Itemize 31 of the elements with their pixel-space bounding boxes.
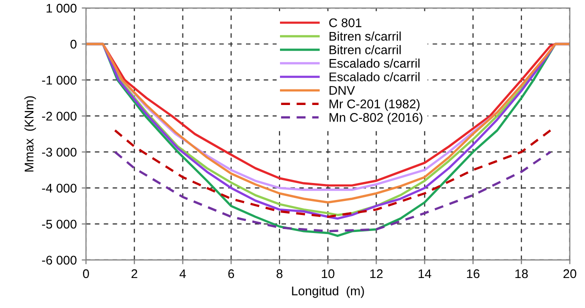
legend-label: Bitren s/carril (330, 32, 401, 41)
line-series (114, 150, 552, 232)
x-tick-label: 10 (322, 269, 334, 278)
y-tick-label: -6 000 (42, 256, 76, 265)
x-tick-label: 20 (563, 269, 576, 278)
x-tick-label: 4 (180, 269, 186, 278)
y-tick-label: -3 000 (42, 148, 76, 157)
y-axis-title: Mmax (KNm) (24, 96, 36, 172)
line-series (114, 129, 552, 218)
legend-label: DNV (330, 86, 355, 95)
x-tick-label: 16 (467, 269, 480, 278)
x-tick-label: 8 (276, 269, 282, 278)
y-tick-label: 0 (70, 40, 76, 49)
y-tick-label: -4 000 (42, 184, 76, 193)
x-tick-label: 6 (228, 269, 234, 278)
legend-label: Mn C-802 (2016) (330, 112, 422, 124)
x-tick-label: 18 (515, 269, 528, 278)
legend-label: C 801 (329, 18, 362, 28)
y-tick-label: -2 000 (42, 112, 76, 121)
legend-label: Escalado s/carril (330, 58, 420, 68)
x-axis-title: Longitud (m) (292, 286, 364, 298)
x-tick-label: 2 (132, 269, 138, 278)
y-tick-label: 1 000 (46, 4, 76, 13)
legend-label: Bitren c/carril (330, 45, 401, 54)
x-tick-label: 0 (83, 269, 89, 278)
legend-label: Escalado c/carril (330, 72, 420, 82)
y-tick-label: -1 000 (42, 76, 76, 85)
y-tick-label: -5 000 (42, 220, 76, 229)
x-tick-label: 14 (418, 269, 432, 278)
legend-label: Mr C-201 (1982) (330, 99, 420, 111)
x-tick-label: 12 (370, 269, 383, 278)
